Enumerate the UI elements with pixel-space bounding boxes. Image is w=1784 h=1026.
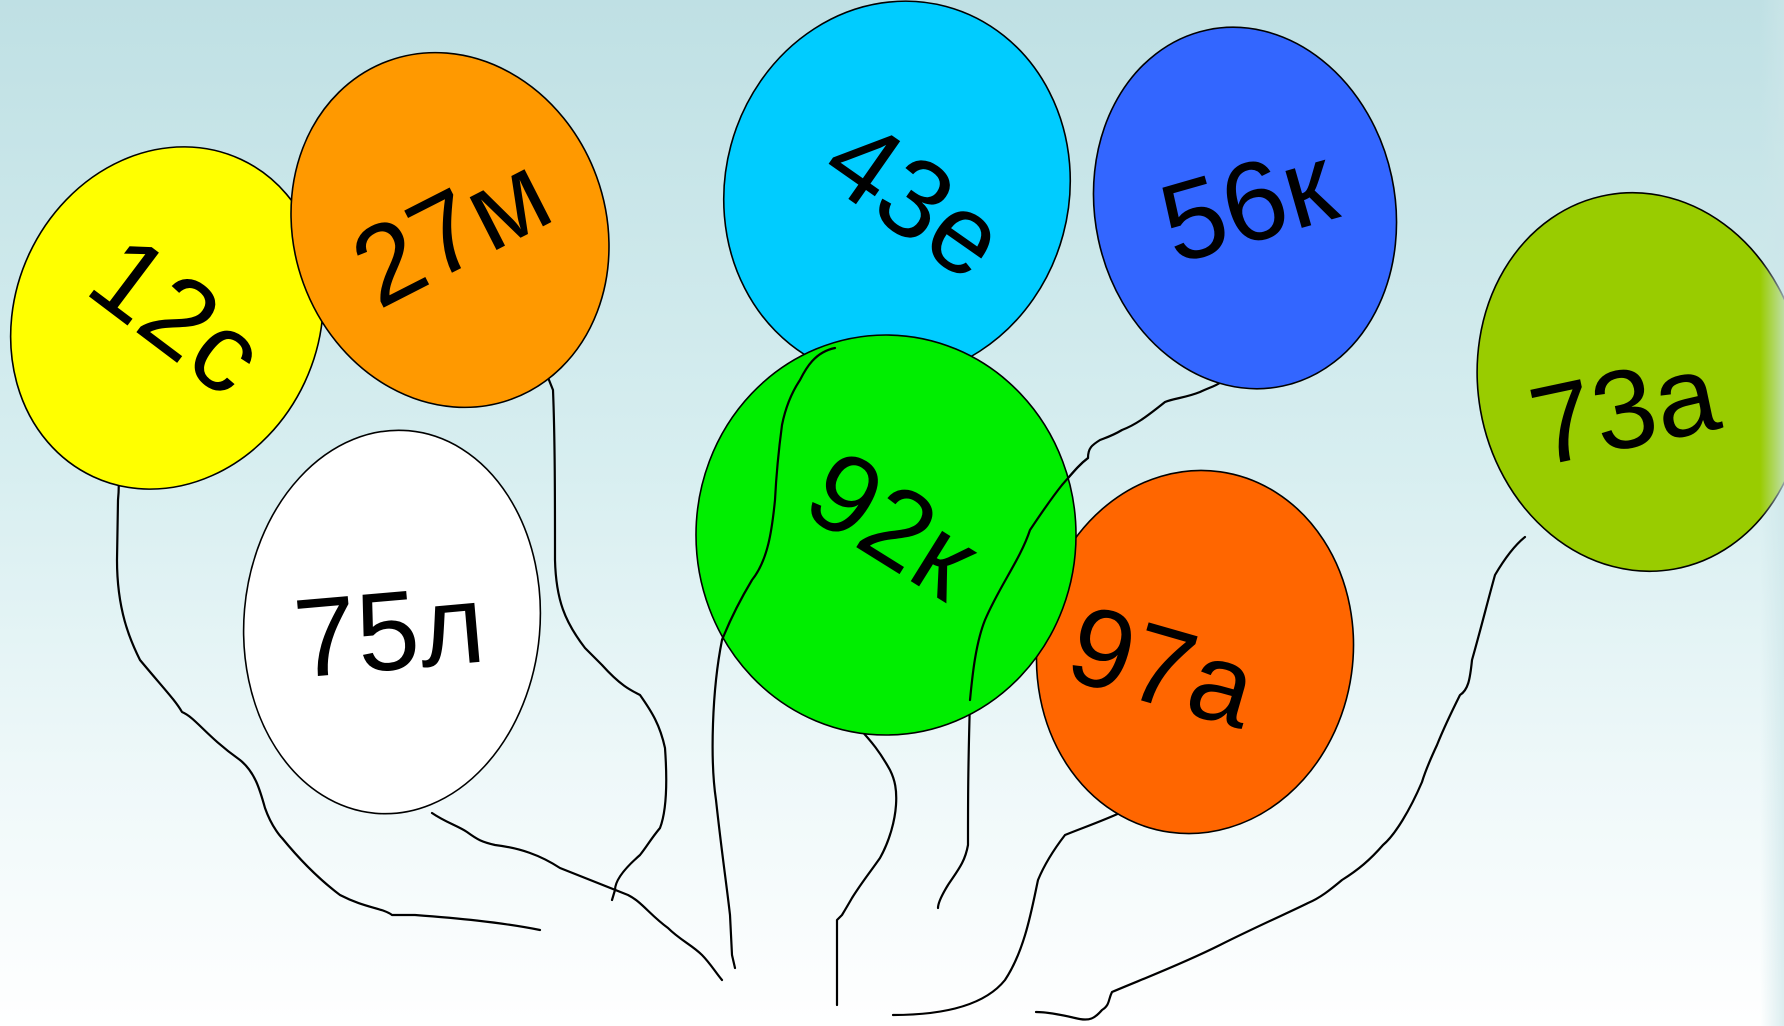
balloon-75l-body [242, 429, 542, 815]
balloon-92k: 92к [695, 334, 1077, 736]
balloon-strings-overlay [720, 346, 1090, 702]
right-edge-shade [1760, 0, 1784, 1026]
balloon-73a-body [1476, 191, 1784, 573]
string-75l [430, 811, 724, 982]
balloon-56k: 56к [1092, 26, 1398, 390]
balloon-12c-body [9, 146, 325, 490]
string-73a [1034, 535, 1527, 1021]
balloon-12c: 12с [9, 146, 325, 490]
string-27m [545, 373, 668, 902]
string-92k [835, 725, 898, 1007]
balloon-27m-body [290, 51, 610, 409]
string-56k-over [968, 456, 1090, 702]
balloon-73a: 73а [1476, 191, 1784, 573]
balloon-97a: 97а [1035, 469, 1355, 835]
string-12c [112, 451, 542, 932]
string-43e-over [720, 346, 837, 642]
balloon-75l-label: 75л [289, 561, 489, 702]
balloon-75l: 75л [242, 429, 542, 815]
string-97a [891, 810, 1124, 1017]
balloon-56k-body [1092, 26, 1398, 390]
balloon-43e: 43е [722, 0, 1072, 380]
balloon-27m: 27м [290, 51, 610, 409]
